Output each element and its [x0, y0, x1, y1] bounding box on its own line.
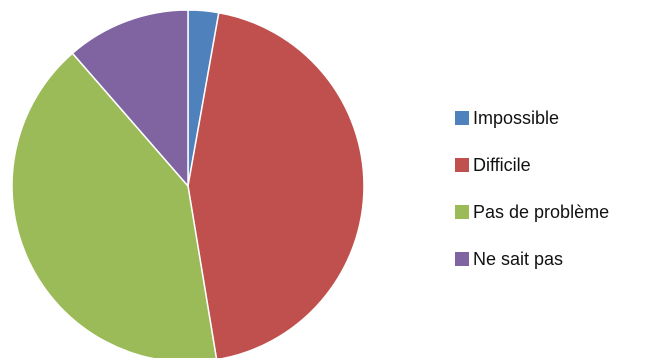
legend-swatch: [455, 252, 469, 266]
pie-slice-difficile: [187, 11, 365, 358]
legend: Impossible Difficile Pas de problème Ne sai…: [455, 106, 655, 294]
legend-label: Ne sait pas: [473, 249, 564, 269]
legend-swatch: [455, 158, 469, 172]
legend-item-impossible: Impossible: [455, 106, 655, 130]
legend-item-difficile: Difficile: [455, 153, 655, 177]
legend-swatch: [455, 111, 469, 125]
legend-swatch: [455, 205, 469, 219]
legend-label: Difficile: [473, 155, 531, 175]
pie-slice-ne-sait-pas: [71, 9, 189, 187]
legend-item-pas-de-probl-me: Pas de problème: [455, 200, 655, 224]
legend-label: Pas de problème: [473, 202, 610, 222]
pie-slice-pas-de-probl-me: [11, 52, 218, 358]
legend-label: Impossible: [473, 108, 560, 128]
legend-item-ne-sait-pas: Ne sait pas: [455, 247, 655, 271]
